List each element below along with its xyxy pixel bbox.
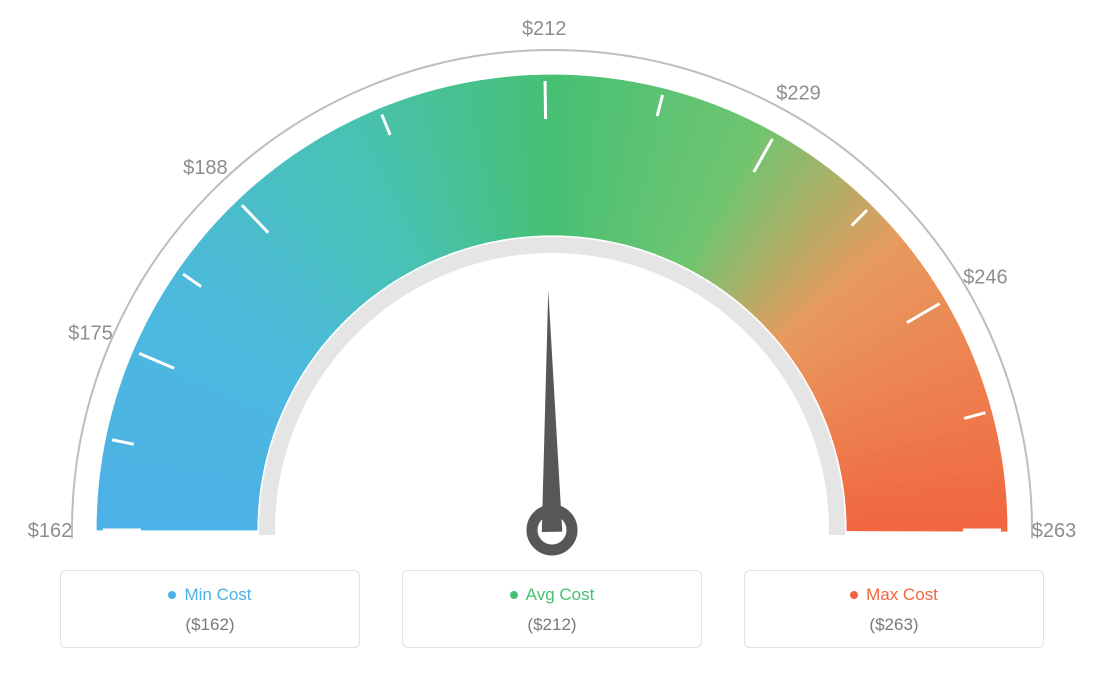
legend-card-max: Max Cost ($263): [744, 570, 1044, 648]
tick-label: $162: [28, 520, 73, 542]
tick-label: $229: [776, 83, 821, 105]
legend-label-row-min: Min Cost: [71, 585, 349, 605]
legend-value-min: ($162): [71, 615, 349, 635]
legend-label-min: Min Cost: [184, 585, 251, 605]
legend-dot-min: [168, 591, 176, 599]
gauge-svg: $162 $175 $188 $212 $229 $246 $263: [0, 0, 1104, 560]
legend-label-row-max: Max Cost: [755, 585, 1033, 605]
tick-label: $212: [522, 18, 567, 40]
gauge-needle: [542, 290, 562, 532]
legend-card-min: Min Cost ($162): [60, 570, 360, 648]
tick-label: $246: [963, 267, 1008, 289]
legend-value-avg: ($212): [413, 615, 691, 635]
legend-label-avg: Avg Cost: [526, 585, 595, 605]
legend-value-max: ($263): [755, 615, 1033, 635]
legend-dot-max: [850, 591, 858, 599]
legend-dot-avg: [510, 591, 518, 599]
legend-label-row-avg: Avg Cost: [413, 585, 691, 605]
legend-label-max: Max Cost: [866, 585, 938, 605]
cost-gauge-chart: $162 $175 $188 $212 $229 $246 $263: [0, 0, 1104, 560]
tick-label: $175: [68, 322, 113, 344]
legend-card-avg: Avg Cost ($212): [402, 570, 702, 648]
tick-label: $188: [183, 157, 228, 179]
legend-row: Min Cost ($162) Avg Cost ($212) Max Cost…: [0, 570, 1104, 648]
tick-label: $263: [1032, 520, 1077, 542]
